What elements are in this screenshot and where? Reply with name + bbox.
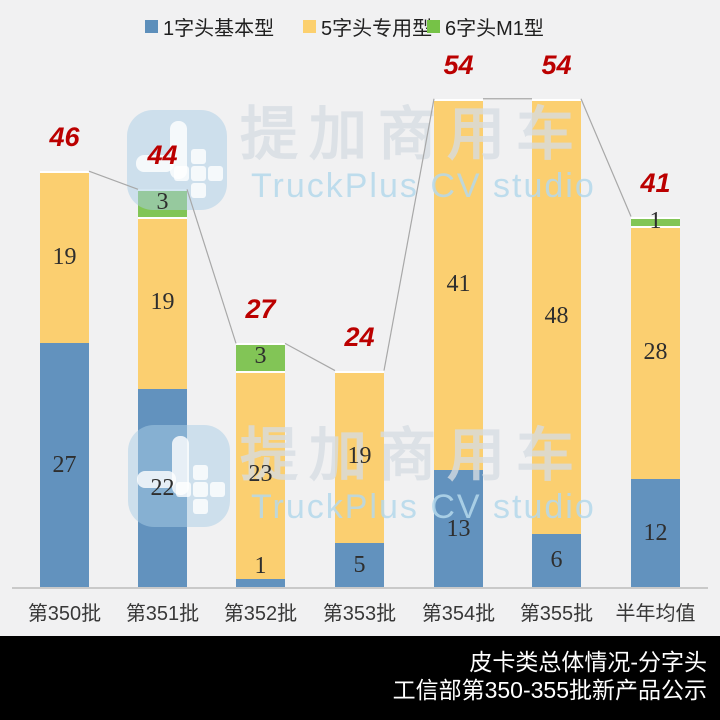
legend-item: 5字头专用型 bbox=[303, 15, 432, 40]
legend-label: 6字头M1型 bbox=[445, 17, 544, 40]
bar-segment bbox=[532, 533, 581, 588]
total-value-label: 24 bbox=[344, 321, 375, 352]
x-axis-category-label: 第352批 bbox=[223, 603, 298, 625]
bar-segment bbox=[335, 370, 384, 543]
segment-value-label: 19 bbox=[52, 243, 77, 270]
x-axis-category-label: 第351批 bbox=[125, 603, 200, 625]
bar-segment bbox=[631, 216, 680, 226]
segment-value-label: 41 bbox=[446, 270, 471, 297]
total-value-label: 54 bbox=[541, 49, 572, 80]
bar-segment bbox=[434, 470, 483, 588]
bar-segment bbox=[236, 578, 285, 588]
x-axis-category-label: 第355批 bbox=[519, 603, 594, 625]
segment-value-label: 22 bbox=[150, 474, 175, 501]
segment-value-label: 48 bbox=[544, 302, 569, 329]
bar-segment bbox=[631, 479, 680, 588]
legend-label: 5字头专用型 bbox=[321, 17, 433, 40]
bar-segment bbox=[40, 343, 89, 588]
plot-area: 1字头基本型 5字头专用型 6字头M1型 27 19 46 22 19 3 44 1 23 3 27 5 1… bbox=[12, 15, 708, 625]
segment-value-label: 13 bbox=[446, 515, 471, 542]
connector-line bbox=[580, 98, 632, 217]
bar-segment bbox=[138, 216, 187, 389]
bar-segment bbox=[236, 370, 285, 579]
bar-segment bbox=[335, 542, 384, 588]
segment-value-label: 19 bbox=[347, 443, 372, 470]
bar-segment bbox=[532, 98, 581, 534]
footer-subtitle: 工信部第350-355批新产品公示 bbox=[392, 677, 707, 703]
bar-segment bbox=[236, 343, 285, 371]
legend-label: 1字头基本型 bbox=[163, 17, 275, 40]
segment-value-label: 19 bbox=[150, 289, 175, 316]
bar-segment bbox=[631, 225, 680, 480]
x-axis-category-label: 第353批 bbox=[322, 603, 397, 625]
segment-value-label: 12 bbox=[643, 520, 668, 547]
x-axis-category-label: 第350批 bbox=[27, 603, 102, 625]
segment-value-label: 23 bbox=[248, 461, 273, 488]
segment-value-label: 27 bbox=[52, 452, 77, 479]
segment-value-label: 3 bbox=[254, 343, 267, 370]
segment-value-label: 6 bbox=[550, 547, 563, 574]
total-value-label: 54 bbox=[443, 49, 474, 80]
legend-swatch-icon bbox=[427, 19, 440, 33]
footer-title: 皮卡类总体情况-分字头 bbox=[469, 649, 707, 675]
x-axis-category-label: 第354批 bbox=[421, 603, 496, 625]
total-value-label: 41 bbox=[640, 167, 671, 198]
legend-item: 6字头M1型 bbox=[427, 15, 544, 40]
total-value-label: 44 bbox=[147, 140, 178, 171]
segment-value-label: 5 bbox=[353, 551, 366, 578]
segment-value-label: 3 bbox=[156, 189, 169, 216]
bar-segment bbox=[434, 98, 483, 471]
x-axis-category-label: 半年均值 bbox=[615, 603, 696, 625]
bar-segment bbox=[40, 171, 89, 344]
legend-swatch-icon bbox=[145, 19, 158, 33]
segment-value-label: 28 bbox=[643, 338, 668, 365]
total-value-label: 46 bbox=[49, 122, 80, 153]
total-value-label: 27 bbox=[245, 294, 276, 325]
connector-line bbox=[88, 170, 139, 190]
footer: 皮卡类总体情况-分字头 工信部第350-355批新产品公示 bbox=[0, 636, 720, 720]
legend-item: 1字头基本型 bbox=[145, 15, 274, 40]
legend-swatch-icon bbox=[303, 19, 316, 33]
segment-value-label: 1 bbox=[649, 207, 662, 234]
x-axis-line bbox=[12, 587, 708, 589]
